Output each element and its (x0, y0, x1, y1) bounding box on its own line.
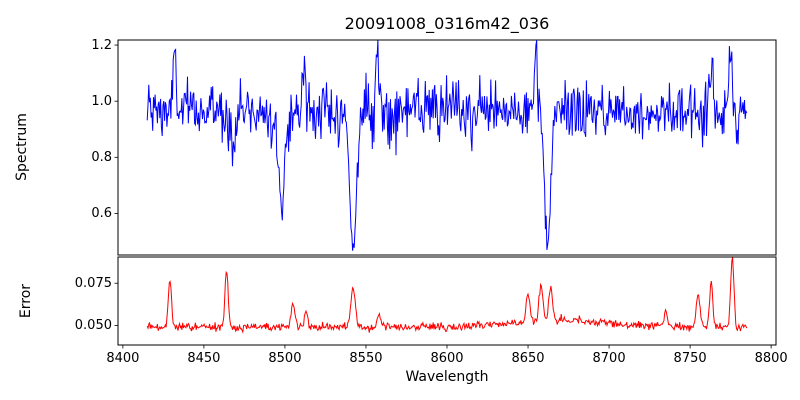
x-tick-label: 8650 (511, 351, 545, 366)
spectrum-line (146, 40, 748, 251)
x-tick-label: 8550 (349, 351, 383, 366)
y-tick-label: 1.0 (91, 93, 112, 109)
x-tick-label: 8600 (430, 351, 464, 366)
x-axis-label: Wavelength (405, 369, 489, 385)
x-tick-label: 8400 (106, 351, 140, 366)
y-tick-label: 0.6 (91, 205, 112, 221)
y-tick-label: 0.075 (74, 275, 112, 291)
y-tick-label: 1.2 (91, 37, 112, 53)
chart-title: 20091008_0316m42_036 (344, 14, 550, 33)
x-tick-label: 8800 (754, 351, 788, 366)
x-tick-label: 8500 (268, 351, 302, 366)
spectrum-axes-frame (117, 39, 777, 256)
error-line (146, 257, 748, 334)
x-tick-label: 8750 (673, 351, 707, 366)
y-tick-label: 0.8 (91, 149, 112, 165)
error-axes-frame (117, 256, 777, 346)
y-tick-label: 0.050 (74, 318, 112, 334)
x-tick-label: 8700 (592, 351, 626, 366)
x-tick-label: 8450 (187, 351, 221, 366)
